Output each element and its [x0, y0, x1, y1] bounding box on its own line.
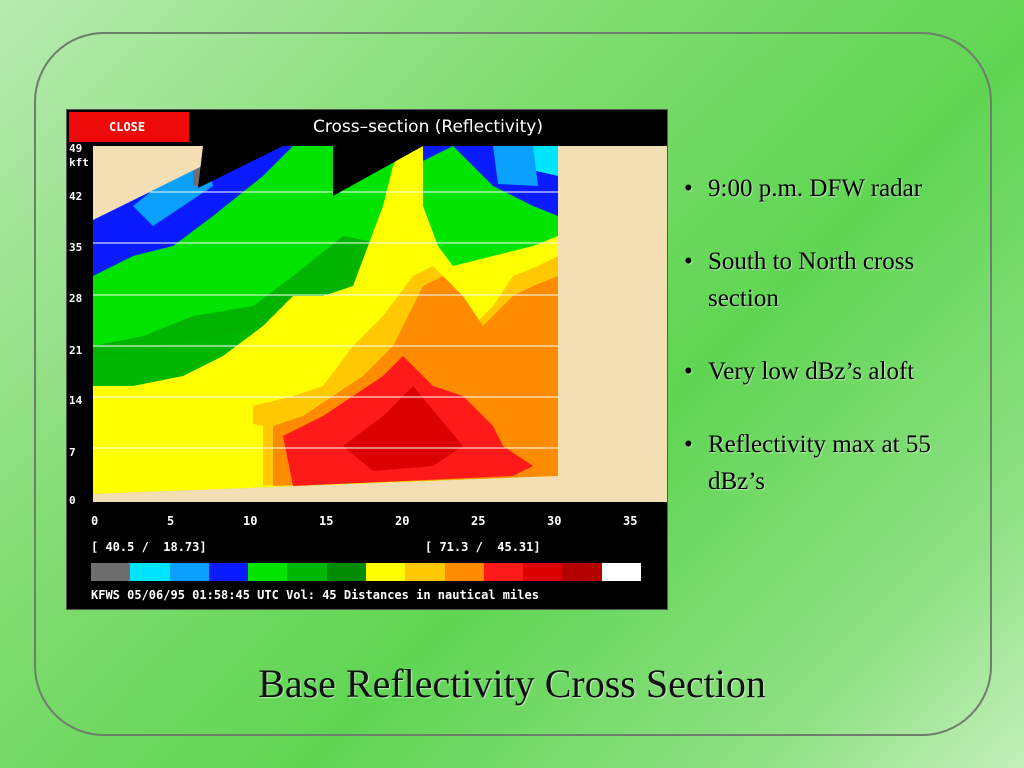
color-swatch [523, 563, 563, 581]
x-tick-10: 10 [243, 514, 258, 528]
color-swatch [287, 563, 327, 581]
coordinate-left: [ 40.5 / 18.73] [91, 540, 207, 554]
reflectivity-color-scale [91, 563, 641, 581]
color-swatch [169, 563, 209, 581]
reflectivity-field-graphic [93, 146, 558, 502]
bullet-list: 9:00 p.m. DFW radar South to North cross… [684, 170, 984, 536]
x-tick-0: 0 [91, 514, 99, 528]
x-tick-15: 15 [319, 514, 334, 528]
color-swatch [444, 563, 484, 581]
y-tick-7: 7 [69, 446, 76, 459]
color-swatch [248, 563, 288, 581]
color-swatch [405, 563, 445, 581]
color-swatch [326, 563, 366, 581]
x-tick-30: 30 [547, 514, 562, 528]
y-tick-0: 0 [69, 494, 76, 507]
y-tick-28: 28 [69, 292, 83, 305]
color-swatch [130, 563, 170, 581]
radar-cross-section-panel: CLOSE Cross–section (Reflectivity) 49 kf… [66, 109, 668, 610]
slide-title: Base Reflectivity Cross Section [258, 661, 766, 706]
color-swatch [91, 563, 131, 581]
slide-frame [34, 32, 992, 736]
x-tick-20: 20 [395, 514, 410, 528]
y-axis-top-label: 49 [69, 142, 83, 155]
color-swatch [562, 563, 602, 581]
x-tick-35: 35 [623, 514, 638, 528]
x-tick-25: 25 [471, 514, 486, 528]
color-swatch [601, 563, 641, 581]
bullet-item: South to North cross section [684, 243, 984, 317]
bullet-item: Very low dBz’s aloft [684, 353, 984, 390]
y-tick-35: 35 [69, 241, 83, 254]
color-swatch [483, 563, 524, 581]
reflectivity-image [93, 146, 667, 502]
y-tick-14: 14 [69, 394, 83, 407]
x-tick-5: 5 [167, 514, 175, 528]
y-axis-unit: kft [69, 156, 89, 169]
y-tick-21: 21 [69, 344, 83, 357]
color-swatch [208, 563, 249, 581]
close-button[interactable]: CLOSE [69, 112, 189, 142]
bullet-item: Reflectivity max at 55 dBz’s [684, 426, 984, 500]
color-swatch [365, 563, 406, 581]
y-tick-42: 42 [69, 190, 83, 203]
radar-title: Cross–section (Reflectivity) [313, 117, 543, 137]
radar-footer-info: KFWS 05/06/95 01:58:45 UTC Vol: 45 Dista… [91, 588, 539, 602]
coordinate-right: [ 71.3 / 45.31] [425, 540, 541, 554]
bullet-item: 9:00 p.m. DFW radar [684, 170, 984, 207]
